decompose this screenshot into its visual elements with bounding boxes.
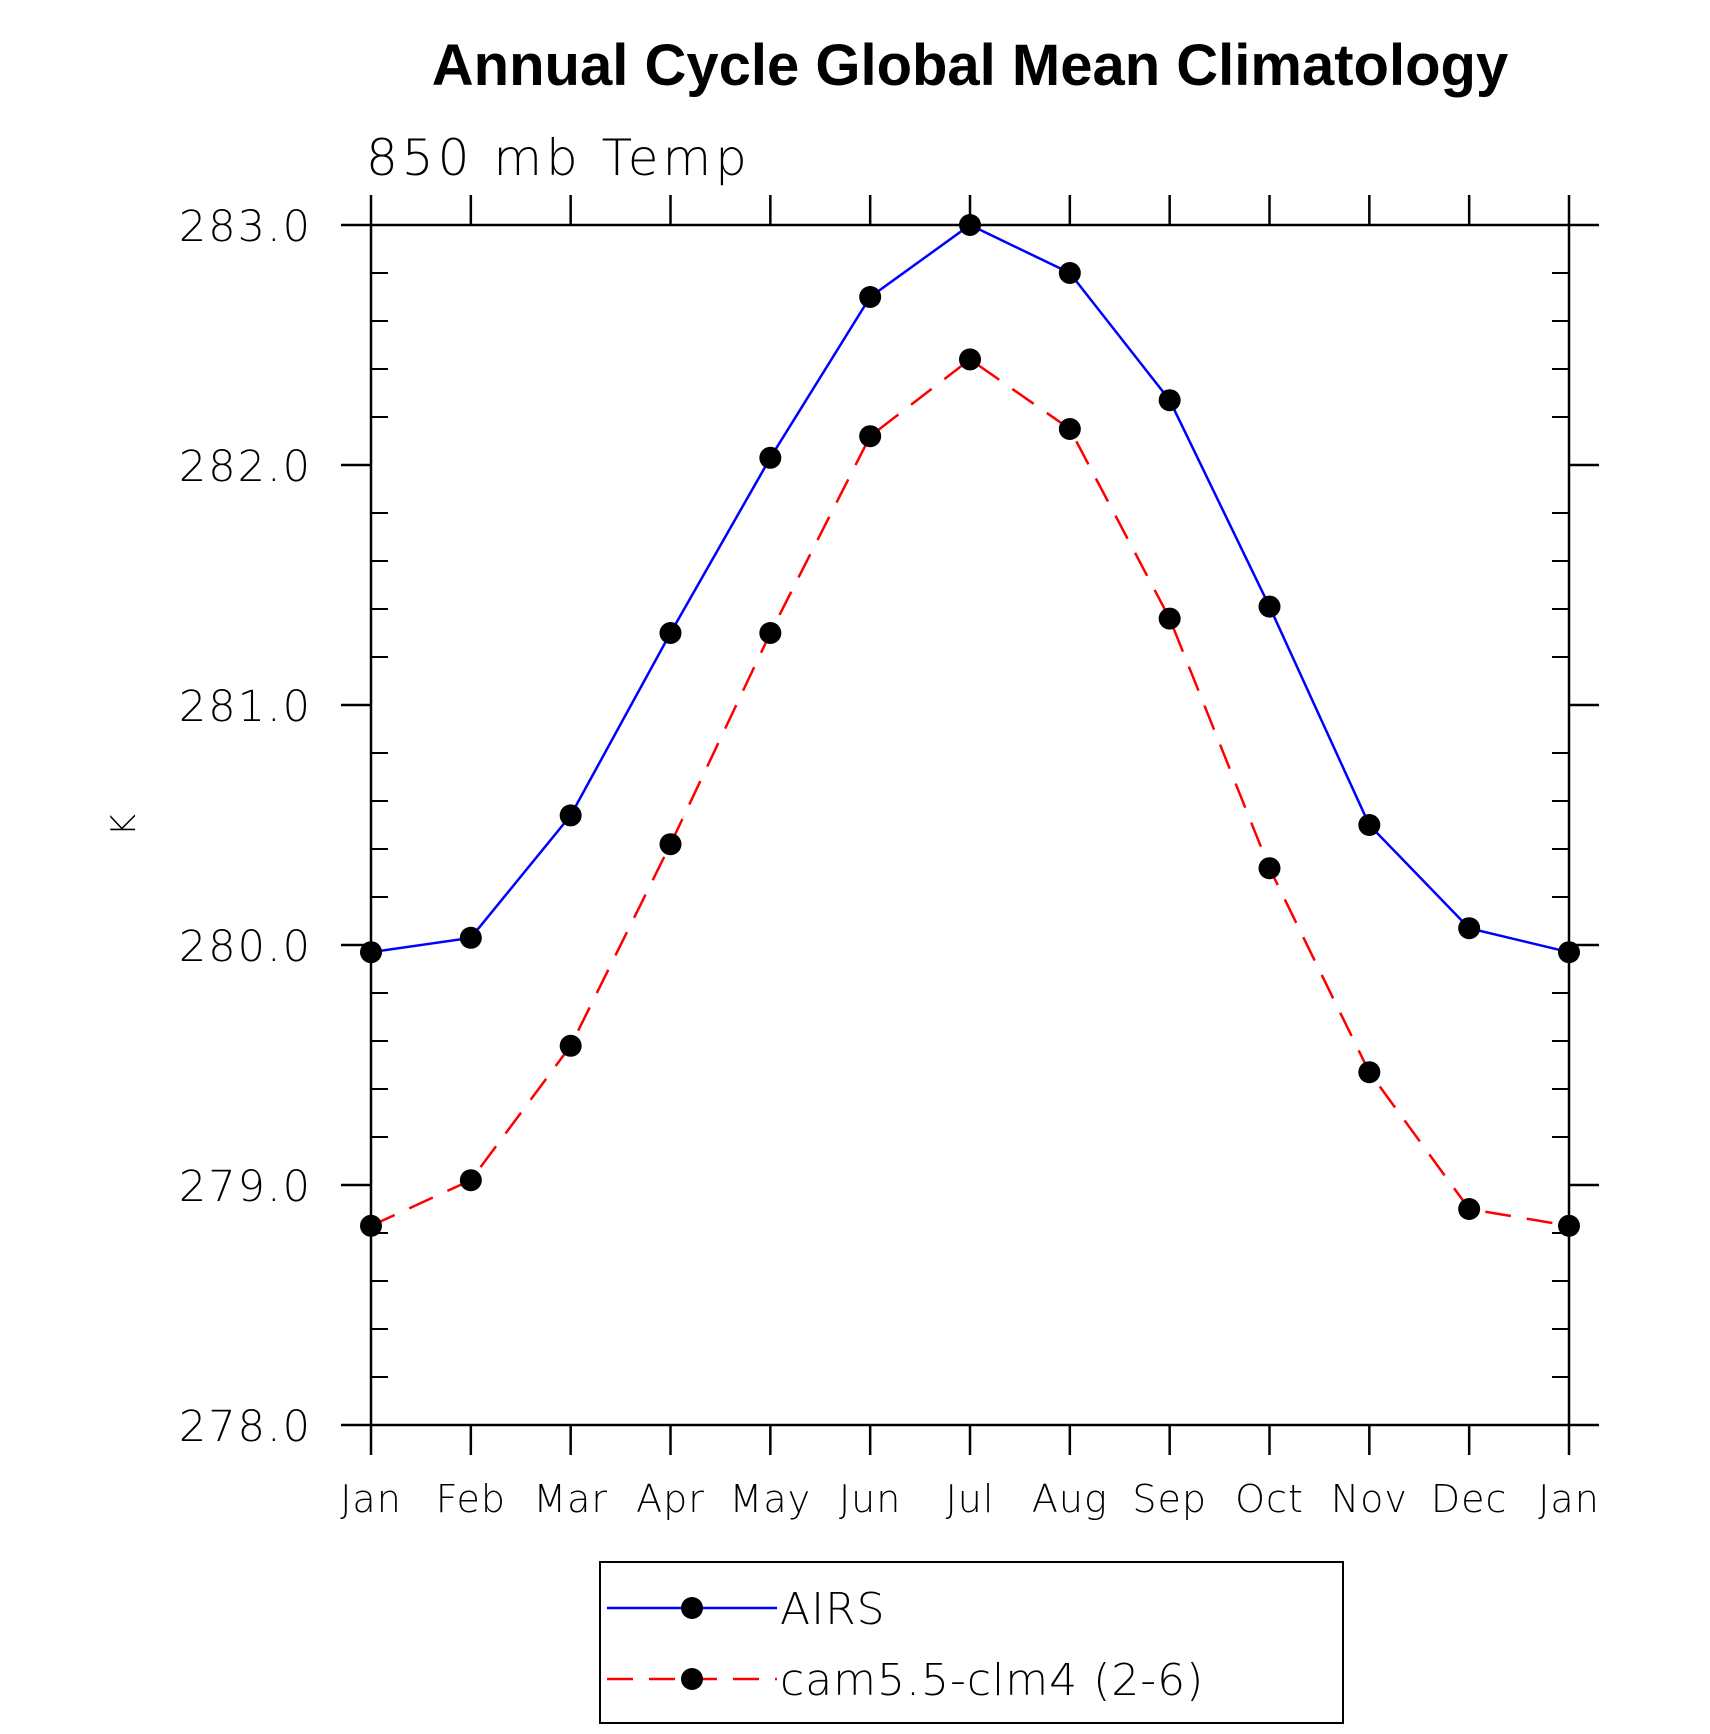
series-2-point <box>859 425 882 448</box>
x-tick-label: Mar <box>533 1477 608 1521</box>
x-tick-label: Apr <box>636 1477 705 1521</box>
series-1-point <box>459 926 482 949</box>
series-1-point <box>1458 917 1481 940</box>
series-1-point <box>360 941 382 964</box>
x-tick-label: Dec <box>1431 1477 1508 1521</box>
series-2-point <box>659 833 682 856</box>
series-1-point <box>1158 389 1181 412</box>
x-tick-label: Sep <box>1132 1477 1207 1521</box>
chart-title: Annual Cycle Global Mean Climatology <box>432 33 1508 98</box>
x-tick-label: May <box>730 1477 812 1521</box>
series-2-point <box>1058 418 1081 440</box>
series-2-point <box>459 1169 482 1192</box>
legend: AIRS cam5.5-clm4 (2-6) <box>599 1561 1344 1724</box>
plot-frame <box>369 223 1571 1427</box>
x-tick-label: Jan <box>1538 1477 1600 1521</box>
x-tick-label: Nov <box>1331 1477 1408 1521</box>
series-2-point <box>959 348 981 371</box>
legend-marker-2 <box>681 1668 703 1690</box>
legend-marker-1 <box>681 1597 703 1619</box>
series-1-point <box>1058 262 1081 284</box>
series-1-point <box>1358 814 1381 836</box>
y-tick-label: 279.0 <box>179 1162 312 1212</box>
y-axis-label: K <box>104 814 144 836</box>
series-2-point <box>1358 1061 1381 1084</box>
series-1-point <box>959 214 981 236</box>
series-group <box>360 214 1580 1237</box>
y-tick-label: 280.0 <box>179 922 312 972</box>
series-1-point <box>859 286 882 308</box>
series-1-point <box>759 446 782 469</box>
series-line-1 <box>370 223 1570 954</box>
series-line-2 <box>370 357 1570 1228</box>
series-2-point <box>1258 857 1281 880</box>
series-2-point <box>1458 1198 1481 1220</box>
series-1-point <box>659 622 682 644</box>
series-1-point <box>1258 595 1281 618</box>
series-2-point <box>360 1214 382 1237</box>
axes-group: Jan Feb Mar Apr May Jun Jul Aug Sep Oct Nov Dec Jan 2… <box>179 195 1600 1521</box>
chart-subtitle: 850 mb Temp <box>366 129 751 187</box>
x-tick-label: Aug <box>1032 1477 1108 1521</box>
x-tick-label: Oct <box>1235 1477 1304 1521</box>
x-tick-label: Jun <box>839 1477 901 1521</box>
series-1-point <box>559 804 582 827</box>
x-tick-label: Jan <box>340 1477 402 1521</box>
series-2-point <box>1558 1214 1580 1237</box>
x-tick-label: Feb <box>436 1477 506 1521</box>
series-2-point <box>1158 607 1181 630</box>
y-tick-label: 283.0 <box>179 202 312 252</box>
series-1-point <box>1558 941 1580 964</box>
y-tick-label: 282.0 <box>179 442 312 492</box>
y-tick-label: 278.0 <box>179 1402 312 1452</box>
x-tick-label: Jul <box>946 1477 995 1521</box>
series-2-point <box>559 1034 582 1057</box>
series-2-point <box>759 622 782 644</box>
y-tick-label: 281.0 <box>179 682 312 732</box>
legend-label-1: AIRS <box>780 1584 886 1635</box>
legend-box <box>599 1561 1344 1724</box>
legend-label-2: cam5.5-clm4 (2-6) <box>780 1655 1204 1706</box>
